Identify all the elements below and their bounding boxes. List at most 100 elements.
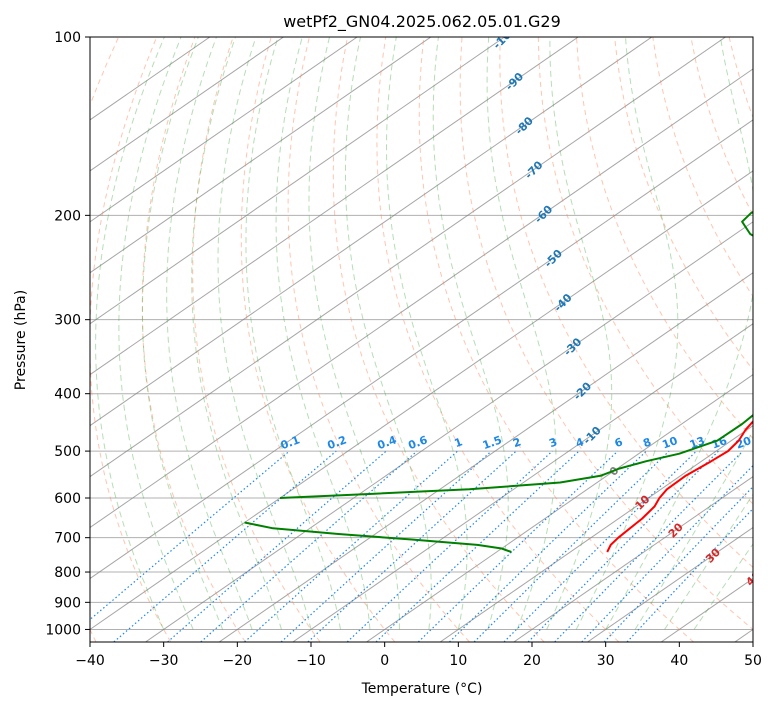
skewed-isotherm [90, 37, 579, 376]
y-tick-label: 600 [54, 491, 81, 507]
skewed-isotherm [90, 37, 653, 427]
moist-adiabat [693, 543, 753, 630]
moist-adiabat [217, 37, 312, 630]
skewed-isotherm [90, 37, 211, 121]
isotherm-label: -80 [513, 114, 536, 137]
mixing-ratio-line [346, 450, 553, 642]
dry-adiabat [537, 37, 753, 505]
mixing-ratio-label: 3 [547, 435, 559, 450]
x-tick-label: −20 [223, 653, 253, 669]
isotherm-label: 30 [703, 546, 723, 566]
mixing-ratio-label: 16 [710, 434, 729, 452]
mixing-ratio-line [280, 450, 492, 642]
isotherm-label: -70 [522, 158, 545, 181]
moist-adiabat [308, 37, 400, 630]
moist-adiabat [275, 37, 371, 630]
background-lines [90, 37, 775, 642]
skewed-isotherm [145, 221, 753, 642]
mixing-ratio-line [603, 485, 753, 642]
x-tick-label: 0 [380, 653, 389, 669]
x-tick-label: −10 [296, 653, 326, 669]
dry-adiabat [141, 37, 246, 642]
isotherm-label: -30 [561, 335, 584, 358]
y-tick-label: 500 [54, 444, 81, 460]
skewed-isotherm [439, 425, 753, 642]
mixing-ratio-label: 10 [660, 434, 679, 452]
moist-adiabat [191, 37, 282, 630]
mixing-ratio-label: 25 [759, 434, 775, 451]
y-axis-ticks: 1000 900 800 700 600 500 400 300 200 100 [45, 30, 90, 638]
skewed-isotherm [218, 272, 753, 642]
skewed-isotherm [90, 37, 505, 325]
mixing-ratio-label: 0.2 [326, 433, 349, 452]
mixing-ratio-label: 8 [641, 435, 653, 450]
mixing-ratio-label: 2 [511, 435, 523, 450]
dry-adiabat [652, 37, 753, 298]
y-tick-label: 100 [54, 30, 81, 46]
mixing-ratio-line [554, 450, 744, 642]
dry-adiabat [240, 37, 396, 642]
x-tick-label: −30 [149, 653, 179, 669]
dry-adiabat [287, 37, 470, 642]
dry-adiabat [418, 37, 694, 642]
mixing-ratio-label: 20 [734, 434, 753, 452]
x-tick-label: −40 [75, 653, 105, 669]
dry-adiabat [690, 37, 753, 216]
dry-adiabat [499, 37, 753, 569]
skewed-isotherm [90, 37, 726, 478]
y-tick-label: 900 [54, 595, 81, 611]
mixing-ratio-label: 6 [613, 435, 625, 450]
x-tick-label: 40 [670, 653, 688, 669]
mixing-ratio-line [581, 464, 753, 642]
skewed-isotherm [292, 323, 753, 642]
x-tick-label: 50 [744, 653, 762, 669]
dry-adiabat [728, 37, 753, 119]
y-tick-label: 300 [54, 313, 81, 329]
mixing-ratio-label: 1 [453, 435, 465, 450]
mixing-ratio-line [473, 450, 670, 642]
x-axis-label: Temperature (°C) [361, 681, 483, 697]
mixing-ratio-line [244, 450, 459, 642]
mixing-ratio-label: 13 [688, 434, 707, 451]
y-tick-label: 400 [54, 387, 81, 403]
mixing-ratio-label: 0.4 [376, 433, 399, 452]
isotherm-label: -50 [542, 247, 565, 270]
temperature-profile [606, 419, 753, 553]
isotherm-label: -40 [551, 291, 574, 314]
dewpoint-profile [279, 210, 753, 499]
y-tick-label: 800 [54, 565, 81, 581]
skewed-isotherm [90, 37, 358, 223]
skewed-isotherm [587, 526, 753, 642]
moist-adiabat [95, 37, 165, 630]
moist-adiabat [546, 37, 613, 630]
skewed-isotherm [90, 68, 753, 529]
moist-adiabat [634, 430, 753, 630]
dry-adiabat [767, 37, 775, 642]
dry-adiabat [614, 37, 753, 371]
isotherm-label: 10 [633, 492, 653, 512]
moist-adiabat [166, 37, 253, 630]
mixing-ratio-line [375, 450, 580, 642]
dry-adiabat [90, 37, 120, 642]
profiles [244, 210, 753, 553]
dry-adiabat [576, 37, 753, 440]
dewpoint-profile [244, 521, 512, 553]
mixing-ratio-label: 0.1 [279, 433, 302, 452]
plot-frame [89, 36, 754, 643]
y-tick-label: 700 [54, 531, 81, 547]
isotherm-label: -20 [571, 379, 594, 402]
mixing-ratio-line [90, 450, 290, 621]
moist-adiabat [118, 37, 194, 630]
mixing-ratio-line [626, 507, 753, 642]
skewed-isotherm [90, 119, 753, 580]
x-axis-ticks: −40 −30 −20 −10 0 10 20 30 40 50 [75, 642, 762, 669]
chart-title: wetPf2_GN04.2025.062.05.01.G29 [283, 12, 561, 32]
moist-adiabat [142, 37, 224, 630]
y-tick-label: 200 [54, 208, 81, 224]
mixing-ratio-line [503, 450, 697, 642]
skewed-isotherm [513, 475, 753, 642]
mixing-ratio-label: 0.6 [406, 433, 429, 452]
moist-adiabat [345, 37, 432, 630]
